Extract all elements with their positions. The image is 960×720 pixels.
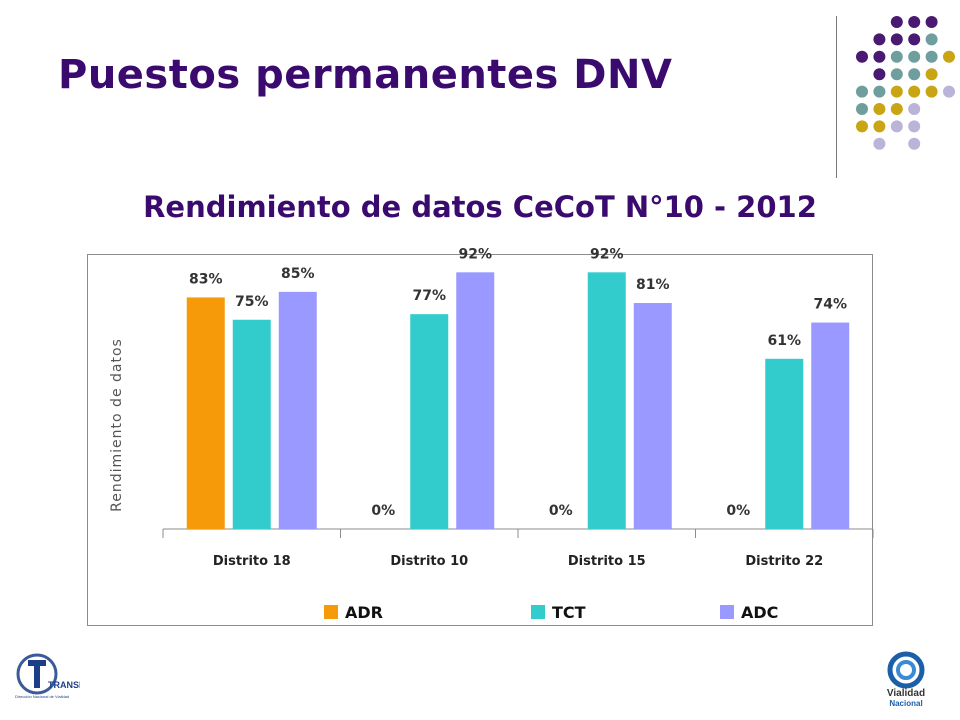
- legend-label-tct: TCT: [552, 603, 586, 622]
- bar-tct: [232, 319, 271, 529]
- x-tick-label: Distrito 18: [213, 554, 291, 569]
- decorative-dot: [890, 50, 903, 63]
- bar-adc: [278, 291, 317, 529]
- bar-adc: [633, 303, 672, 529]
- y-axis-label: Rendimiento de datos: [109, 338, 125, 512]
- decorative-divider: [836, 16, 837, 178]
- decorative-dot: [856, 120, 868, 133]
- data-label: 92%: [458, 246, 492, 262]
- decorative-dot: [873, 33, 886, 46]
- decorative-dot: [908, 103, 921, 115]
- data-label: 85%: [281, 266, 315, 282]
- transito-logo: TRANSITO Dirección Nacional de Vialidad: [15, 653, 80, 699]
- bar-tct: [587, 272, 626, 529]
- data-label: 92%: [590, 246, 624, 262]
- decorative-dot: [908, 50, 921, 63]
- decorative-dot: [943, 85, 955, 98]
- decorative-dot: [925, 16, 938, 28]
- bar-tct: [410, 314, 449, 529]
- decorative-dot: [890, 33, 903, 46]
- legend-swatch-adr: [324, 605, 338, 619]
- slide-title: Puestos permanentes DNV: [58, 52, 673, 98]
- decorative-dot: [856, 103, 868, 115]
- data-label: 81%: [636, 277, 670, 293]
- decorative-dot: [908, 33, 921, 46]
- chart-frame: [87, 254, 873, 626]
- logo-transito-subtext: Dirección Nacional de Vialidad: [15, 694, 69, 699]
- logo-swirl-inner: [896, 660, 916, 680]
- decorative-dot: [890, 85, 903, 98]
- decorative-dot: [908, 120, 921, 133]
- decorative-dot: [925, 85, 938, 98]
- decorative-dot: [856, 85, 868, 98]
- data-label: 77%: [412, 288, 446, 304]
- decorative-dot: [908, 85, 921, 98]
- data-label: 0%: [726, 503, 750, 519]
- logo-swirl-outer: [887, 651, 925, 689]
- decorative-dot-grid: [856, 16, 955, 150]
- x-tick-label: Distrito 15: [568, 554, 646, 569]
- legend-swatch-adc: [720, 605, 734, 619]
- decorative-dot: [873, 120, 886, 133]
- decorative-dot: [925, 50, 938, 63]
- decorative-dot: [873, 137, 886, 150]
- bar-adc: [811, 322, 850, 529]
- data-label: 74%: [813, 297, 847, 313]
- decorative-dot: [890, 120, 903, 133]
- logo-transito-text: TRANSITO: [48, 680, 80, 690]
- legend-swatch-tct: [531, 605, 545, 619]
- bar-adr: [186, 297, 225, 529]
- bar-tct: [765, 358, 804, 529]
- decorative-dot: [873, 50, 886, 63]
- decorative-dot: [873, 103, 886, 115]
- decorative-dot: [890, 68, 903, 81]
- legend-label-adr: ADR: [345, 603, 383, 622]
- data-label: 83%: [189, 271, 223, 287]
- bar-adc: [456, 272, 495, 529]
- decorative-dot: [873, 68, 886, 81]
- x-tick-label: Distrito 10: [390, 554, 468, 569]
- chart-title: Rendimiento de datos CeCoT N°10 - 2012: [143, 190, 817, 224]
- decorative-dot: [908, 16, 921, 28]
- decorative-dot: [925, 33, 938, 46]
- legend-label-adc: ADC: [741, 603, 778, 622]
- decorative-dot: [943, 50, 955, 63]
- decorative-dot: [856, 50, 868, 63]
- data-label: 0%: [549, 503, 573, 519]
- decorative-dot: [925, 68, 938, 81]
- decorative-dot: [908, 68, 921, 81]
- decorative-dot: [873, 85, 886, 98]
- data-label: 75%: [235, 294, 269, 310]
- logo-t-stem: [34, 660, 40, 688]
- x-tick-label: Distrito 22: [745, 554, 823, 569]
- data-label: 0%: [371, 503, 395, 519]
- decorative-dot: [890, 103, 903, 115]
- decorative-dot: [908, 137, 921, 150]
- decorative-dot: [890, 16, 903, 28]
- data-label: 61%: [767, 333, 801, 349]
- logo-vialidad-line1: Vialidad: [887, 688, 925, 699]
- vialidad-nacional-logo: Vialidad Nacional: [887, 651, 925, 708]
- logo-vialidad-line2: Nacional: [889, 699, 922, 708]
